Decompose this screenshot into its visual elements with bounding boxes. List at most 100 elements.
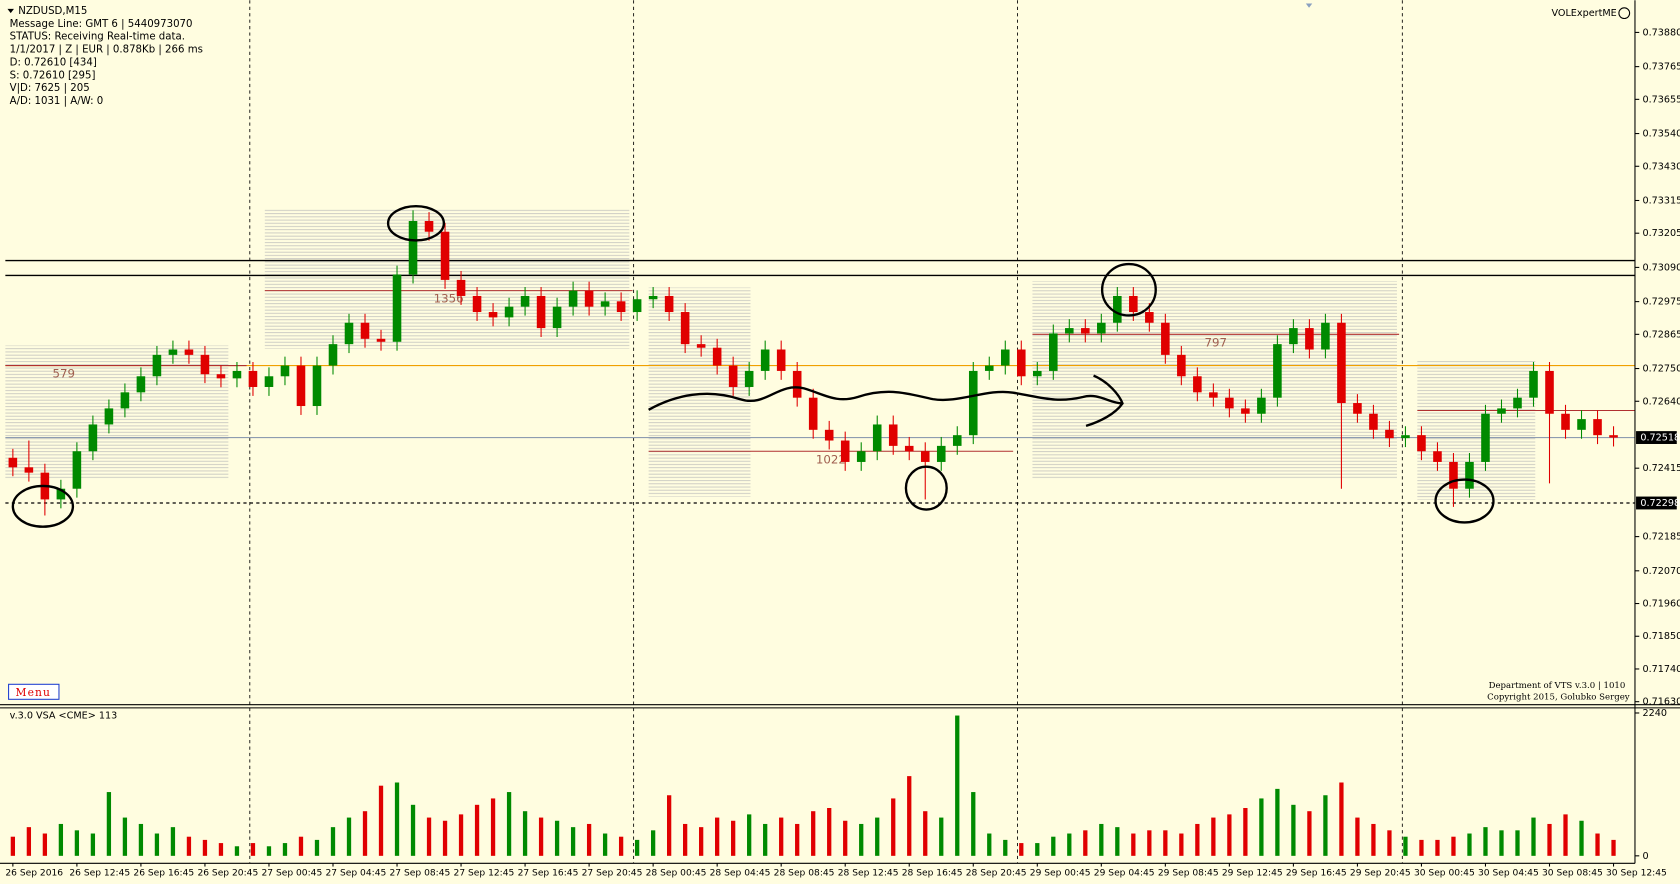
candle-body — [840, 440, 850, 462]
volume-bar — [314, 839, 320, 856]
volume-bar — [650, 830, 656, 856]
volume-bar — [1035, 843, 1040, 856]
candle-body — [760, 349, 770, 371]
volume-bar — [987, 833, 992, 856]
volume-bar — [1531, 817, 1536, 856]
credit: Copyright 2015, Golubko Sergey — [1487, 693, 1630, 703]
candle-body — [1305, 328, 1314, 350]
candle-body — [1081, 328, 1090, 334]
volume-bar — [923, 811, 928, 856]
x-tick-label: 27 Sep 00:45 — [261, 868, 322, 878]
candle-body — [104, 408, 114, 425]
candle-body — [600, 301, 610, 307]
candle-body — [712, 347, 722, 366]
candle-body — [648, 295, 658, 300]
volume-tick-label: 0 — [1642, 851, 1648, 862]
y-tick-label: 0.73880 — [1642, 27, 1680, 38]
candle-body — [360, 322, 370, 339]
x-tick-label: 29 Sep 04:45 — [1094, 868, 1155, 878]
x-tick-label: 26 Sep 16:45 — [133, 868, 194, 878]
brand: VOLExpertME — [1551, 8, 1616, 19]
candle-body — [1529, 370, 1538, 398]
volume-bar — [955, 715, 960, 856]
volume-bar — [747, 814, 752, 856]
volume-bar — [795, 823, 800, 856]
volume-bar — [1195, 823, 1200, 856]
volume-bar — [522, 811, 528, 856]
poc-label: 1022 — [816, 452, 846, 466]
y-tick-label: 0.73540 — [1642, 129, 1680, 140]
volume-bar — [330, 827, 336, 856]
volume-bar — [1451, 836, 1456, 856]
candle-body — [1065, 328, 1074, 334]
x-tick-label: 28 Sep 00:45 — [646, 868, 707, 878]
menu-button[interactable] — [8, 683, 60, 700]
y-tick-label: 0.72415 — [1642, 463, 1680, 474]
volume-bar — [186, 836, 192, 856]
poc-label: 797 — [1205, 335, 1228, 349]
volume-bar — [811, 811, 816, 856]
volume-bar — [1275, 788, 1280, 856]
candle-body — [424, 221, 434, 232]
candle-body — [1321, 322, 1330, 350]
volume-bar — [1355, 817, 1360, 856]
volume-bar — [426, 817, 432, 856]
volume-bar — [442, 820, 448, 856]
candle-body — [296, 365, 306, 407]
info: 1/1/2017 | Z | EUR | 0.878Kb | 266 ms — [10, 45, 203, 56]
volume-bar — [1067, 833, 1072, 856]
volume-tick-label: 2240 — [1642, 708, 1667, 719]
brand-icon[interactable] — [1618, 7, 1631, 20]
volume-bar — [10, 836, 16, 856]
candle-body — [56, 488, 66, 500]
x-tick-label: 27 Sep 12:45 — [454, 868, 515, 878]
volume-bar — [138, 823, 144, 856]
candle-body — [1577, 419, 1586, 430]
candle-body — [24, 467, 34, 473]
candle-body — [584, 290, 594, 307]
volume-bar — [1371, 823, 1376, 856]
vd-value: V|D: 7625 | 205 — [10, 83, 90, 94]
candle-body — [552, 306, 562, 329]
volume-bar — [1131, 833, 1136, 856]
volume-bar — [266, 846, 272, 856]
volume-bar — [74, 830, 80, 856]
volume-bar — [1291, 804, 1296, 856]
volume-bar — [298, 836, 304, 856]
volume-bar — [106, 792, 112, 856]
volume-title: v.3.0 VSA <CME> 113 — [10, 710, 118, 721]
volume-bar — [1547, 823, 1552, 856]
volume-bar — [234, 846, 240, 856]
candle-body — [1609, 435, 1618, 438]
candle-body — [120, 392, 130, 409]
x-tick-label: 27 Sep 20:45 — [582, 868, 643, 878]
candle-body — [536, 295, 546, 329]
candle-body — [72, 451, 82, 489]
x-tick-label: 29 Sep 20:45 — [1350, 868, 1411, 878]
volume-bar — [1019, 843, 1024, 856]
candle-body — [232, 370, 242, 379]
candle-body — [1353, 403, 1362, 414]
candle-body — [472, 295, 482, 313]
volume-bar — [154, 833, 160, 856]
volume-bar — [1163, 830, 1168, 856]
y-tick-label: 0.71850 — [1642, 631, 1680, 642]
candle-body — [888, 424, 898, 446]
y-tick-label: 0.73655 — [1642, 94, 1680, 105]
candle-body — [1145, 312, 1154, 323]
y-tick-label: 0.72640 — [1642, 396, 1680, 407]
price-tag — [1636, 431, 1677, 444]
volume-bar — [1595, 833, 1600, 856]
candle-body — [504, 306, 514, 318]
x-tick-label: 26 Sep 12:45 — [69, 868, 130, 878]
volume-bar — [1003, 839, 1008, 856]
volume-bar — [586, 823, 592, 856]
volume-bar — [1403, 836, 1408, 856]
candle-body — [1257, 397, 1266, 414]
x-tick-label: 30 Sep 12:45 — [1606, 868, 1667, 878]
volume-bar — [202, 839, 208, 856]
volume-bar — [538, 817, 544, 856]
candle-body — [200, 354, 210, 375]
menu-label[interactable]: Menu — [16, 686, 51, 699]
